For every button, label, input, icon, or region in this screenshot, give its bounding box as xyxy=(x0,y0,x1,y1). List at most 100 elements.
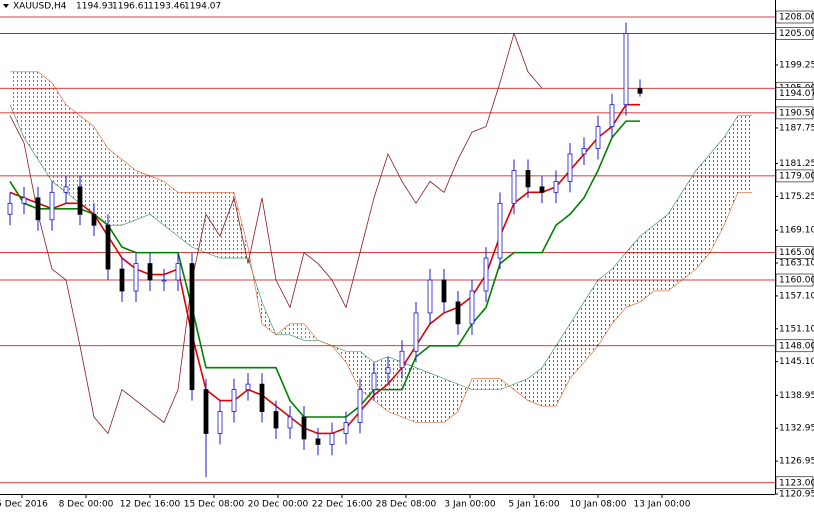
level-label: 1208.00 xyxy=(779,13,814,23)
candle-body xyxy=(287,416,293,429)
level-label: 1190.50 xyxy=(779,108,814,118)
candle-body xyxy=(63,186,69,193)
cloud-segment xyxy=(66,104,80,204)
x-tick-label: 12 Dec 16:00 xyxy=(120,500,181,510)
cloud-segment xyxy=(24,71,38,160)
candle-body xyxy=(329,433,335,445)
y-tick-label: 1145.10 xyxy=(779,357,814,367)
cloud-segment xyxy=(108,148,122,226)
cloud-segment xyxy=(192,192,206,253)
level-label-box xyxy=(775,246,814,259)
cloud-segment xyxy=(164,181,178,237)
candle-body xyxy=(245,383,251,391)
candle-body xyxy=(91,213,97,226)
ohlc-low: 1193.46 xyxy=(148,2,185,12)
cloud-segment xyxy=(584,280,598,363)
candle-body xyxy=(399,350,405,369)
candle-body xyxy=(581,148,587,155)
x-tick-label: 20 Dec 00:00 xyxy=(248,500,309,510)
candle-body xyxy=(357,389,363,423)
level-label-box xyxy=(775,27,814,40)
x-tick-label: 28 Dec 08:00 xyxy=(376,500,437,510)
candle-body xyxy=(189,263,195,391)
candle-body xyxy=(413,312,419,352)
candle-body xyxy=(259,383,265,412)
candle-body xyxy=(231,389,237,412)
cloud-segment xyxy=(416,367,430,423)
cloud-segment xyxy=(122,159,136,226)
candle-body xyxy=(441,279,447,303)
indicator-line xyxy=(9,32,543,435)
candle-body xyxy=(511,170,517,204)
candle-body xyxy=(455,301,461,325)
level-label-box xyxy=(775,273,814,287)
y-tick-label: 1181.25 xyxy=(779,159,814,169)
y-tick-label: 1138.95 xyxy=(779,391,814,401)
cloud-segment xyxy=(150,175,164,226)
cloud-segment xyxy=(626,236,640,308)
level-label: 1205.00 xyxy=(779,29,814,39)
candle-body xyxy=(77,186,83,215)
y-tick-label: 1151.10 xyxy=(779,324,814,334)
x-tick-label: 15 Dec 08:00 xyxy=(184,500,245,510)
candle-body xyxy=(147,263,153,281)
level-label-box xyxy=(775,106,814,120)
level-label-box xyxy=(775,339,814,353)
candle-body xyxy=(133,263,139,292)
candle-body xyxy=(609,104,615,127)
candle-body xyxy=(203,389,209,434)
candle-body xyxy=(623,33,629,106)
ohlc-high: 1196.61 xyxy=(112,2,149,12)
cloud-segment xyxy=(374,356,388,412)
candle-body xyxy=(469,290,475,325)
level-label-box xyxy=(775,169,814,183)
level-label: 1160.00 xyxy=(779,276,814,286)
cloud-segment xyxy=(346,351,360,390)
candle-body xyxy=(637,88,643,94)
x-tick-label: 5 Jan 16:00 xyxy=(508,500,560,510)
current-price-box xyxy=(775,87,814,100)
cloud-segment xyxy=(38,71,52,182)
cloud-segment xyxy=(444,378,458,423)
cloud-segment xyxy=(724,115,738,226)
candle-body xyxy=(119,268,125,292)
candle-body xyxy=(385,367,391,374)
candle-body xyxy=(35,197,41,221)
cloud-segment xyxy=(80,115,94,215)
candle-body xyxy=(483,257,489,292)
cloud-segment xyxy=(696,153,710,270)
y-tick-label: 1169.10 xyxy=(779,226,814,236)
cloud-segment xyxy=(402,362,416,423)
candle-body xyxy=(301,416,307,440)
indicator-line xyxy=(9,120,640,418)
candle-body xyxy=(273,411,279,429)
indicator-line xyxy=(9,103,640,435)
cloud-edge xyxy=(10,71,752,423)
cloud-segment xyxy=(612,252,626,324)
candle-body xyxy=(497,202,503,259)
candle-body xyxy=(567,153,573,182)
level-label-box xyxy=(775,476,814,490)
cloud-segment xyxy=(570,301,584,379)
x-tick-label: 5 Dec 2016 xyxy=(0,500,48,510)
cloud-segment xyxy=(178,192,192,248)
cloud-segment xyxy=(640,225,654,302)
cloud-segment xyxy=(738,115,752,193)
candle-body xyxy=(105,224,111,270)
cloud-segment xyxy=(360,351,374,401)
candle-body xyxy=(553,180,559,193)
candle-body xyxy=(7,202,13,215)
y-tick-label: 1126.95 xyxy=(779,457,814,467)
y-tick-label: 1199.25 xyxy=(779,60,814,70)
cloud-segment xyxy=(472,378,486,390)
candle-body xyxy=(49,191,55,221)
candle-body xyxy=(595,126,601,149)
y-tick-label: 1187.75 xyxy=(779,123,814,133)
level-label: 1165.00 xyxy=(779,248,814,258)
cloud-segment xyxy=(668,192,682,291)
candle-body xyxy=(315,438,321,445)
menu-arrow[interactable] xyxy=(3,4,9,8)
cloud-segment xyxy=(234,192,248,259)
cloud-segment xyxy=(528,367,542,407)
